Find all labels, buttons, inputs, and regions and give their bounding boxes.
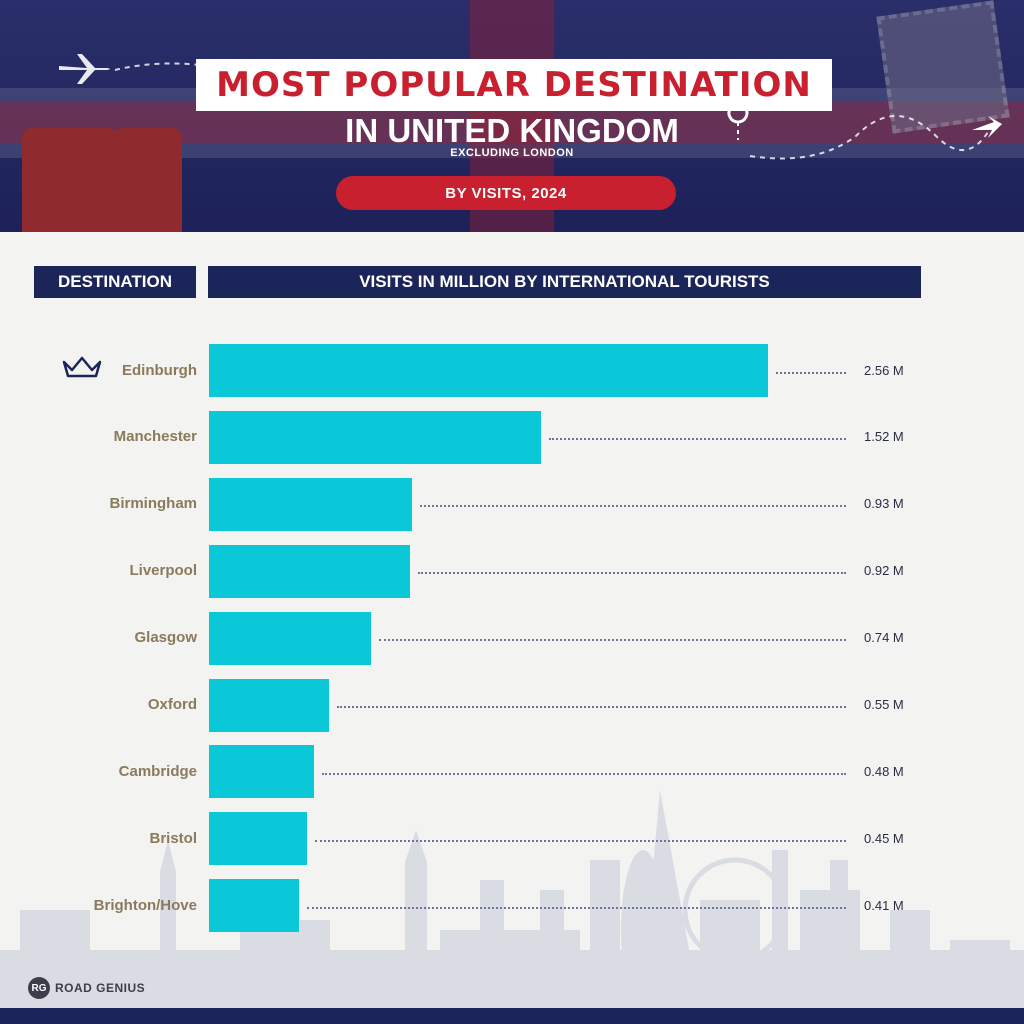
bar xyxy=(209,477,413,531)
brand-name: ROAD GENIUS xyxy=(55,981,146,995)
phone-booth-icon xyxy=(112,128,182,232)
chart-subtitle: IN UNITED KINGDOM xyxy=(345,112,679,149)
bar xyxy=(209,344,768,397)
leader-line xyxy=(548,438,846,441)
value-label: 0.93 M xyxy=(864,496,904,512)
value-label: 0.74 M xyxy=(864,630,904,646)
value-label: 0.55 M xyxy=(864,697,904,712)
category-label: Bristol xyxy=(149,829,197,847)
category-label: Glasgow xyxy=(134,629,197,647)
footer-bar xyxy=(0,1008,1024,1024)
leader-line xyxy=(306,906,846,909)
category-label: Edinburgh xyxy=(122,361,197,379)
value-label: 0.45 M xyxy=(864,830,904,846)
bar xyxy=(209,678,330,732)
bar xyxy=(209,879,299,933)
brand-logo: RG ROAD GENIUS xyxy=(28,977,145,999)
value-label: 0.48 M xyxy=(864,763,904,779)
period-label: BY VISITS, 2024 xyxy=(445,184,567,202)
value-label: 0.41 M xyxy=(864,897,904,913)
category-label: Brighton/Hove xyxy=(93,896,197,914)
leader-line xyxy=(337,706,846,708)
leader-line xyxy=(417,572,846,575)
category-label: Manchester xyxy=(113,428,197,446)
leader-line xyxy=(776,371,846,374)
leader-line xyxy=(378,639,846,642)
bar xyxy=(209,812,308,866)
header-banner: MOST POPULAR DESTINATION IN UNITED KINGD… xyxy=(0,0,1024,232)
value-label: 1.52 M xyxy=(864,429,904,445)
value-label: 2.56 M xyxy=(864,362,904,378)
title-box: MOST POPULAR DESTINATION xyxy=(196,59,832,111)
category-label: Birmingham xyxy=(109,495,197,513)
chart-title: MOST POPULAR DESTINATION xyxy=(216,65,812,105)
crown-icon xyxy=(62,356,102,378)
exclusion-note: EXCLUDING LONDON xyxy=(450,147,574,159)
brand-badge: RG xyxy=(28,977,50,999)
leader-line xyxy=(420,505,846,508)
bar xyxy=(209,611,371,665)
phone-booth-icon xyxy=(22,128,118,232)
period-badge: BY VISITS, 2024 xyxy=(336,176,676,210)
destination-header: DESTINATION xyxy=(34,266,196,298)
category-label: Liverpool xyxy=(129,562,197,580)
value-label: 0.92 M xyxy=(864,563,904,579)
visits-header: VISITS IN MILLION BY INTERNATIONAL TOURI… xyxy=(208,266,921,298)
bar xyxy=(209,410,541,464)
leader-line xyxy=(321,772,846,775)
category-label: Oxford xyxy=(147,696,197,713)
category-label: Cambridge xyxy=(118,762,197,780)
leader-line xyxy=(315,839,846,842)
bar xyxy=(209,745,314,799)
bar xyxy=(209,544,410,598)
